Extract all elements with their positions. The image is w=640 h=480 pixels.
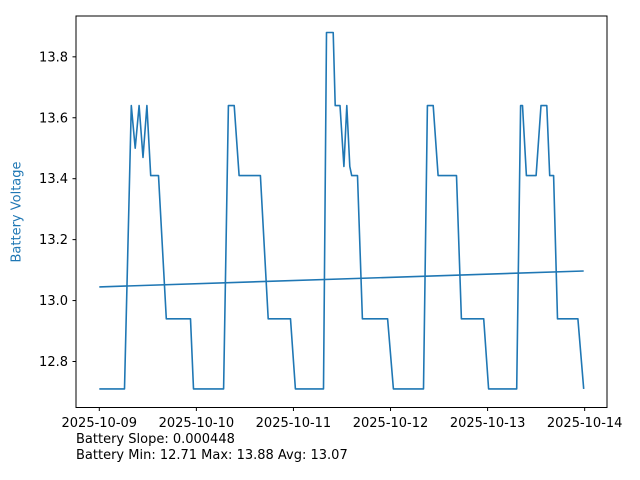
plot-border [75, 15, 608, 408]
y-axis-label: Battery Voltage [9, 161, 25, 263]
x-tick-label: 2025-10-14 [547, 416, 623, 431]
battery-stats-text: Battery Min: 12.71 Max: 13.88 Avg: 13.07 [76, 448, 348, 463]
y-tick-label: 12.8 [39, 355, 68, 370]
battery-voltage-line [99, 31, 585, 390]
y-axis-ticks: 12.8 13.0 13.2 13.4 13.6 13.8 [39, 50, 76, 370]
y-tick-label: 13.4 [39, 172, 68, 187]
y-tick-label: 13.0 [39, 294, 68, 309]
y-tick-label: 13.8 [39, 50, 68, 65]
x-axis-ticks: 2025-10-09 2025-10-10 2025-10-11 2025-10-12… [62, 407, 623, 431]
x-tick-label: 2025-10-13 [450, 416, 526, 431]
x-tick-label: 2025-10-10 [159, 416, 235, 431]
battery-slope-text: Battery Slope: 0.000448 [76, 432, 235, 447]
y-tick-label: 13.6 [39, 111, 68, 126]
x-tick-label: 2025-10-11 [256, 416, 332, 431]
x-tick-label: 2025-10-09 [62, 416, 138, 431]
x-tick-label: 2025-10-12 [353, 416, 429, 431]
trend-line [99, 270, 584, 288]
y-tick-label: 13.2 [39, 233, 68, 248]
